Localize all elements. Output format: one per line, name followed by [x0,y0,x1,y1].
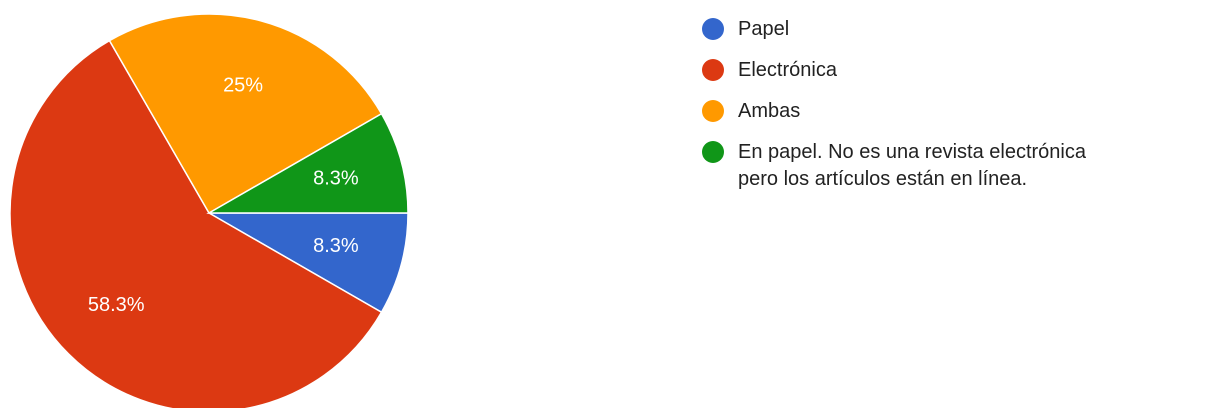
slice-label: 25% [223,74,263,96]
legend: Papel Electrónica Ambas En papel. No es una… [702,16,1122,207]
slice-label: 58.3% [88,294,145,316]
pie-slice [108,13,383,215]
legend-item: En papel. No es una revista electrónica … [702,139,1122,193]
legend-item: Ambas [702,98,1122,125]
legend-item: Electrónica [702,57,1122,84]
pie-slice [206,112,409,214]
legend-label: Electrónica [738,59,837,81]
legend-swatch [702,141,724,163]
legend-label: En papel. No es una revista electrónica … [738,141,1086,190]
legend-label: Papel [738,18,790,40]
pie-slice [9,39,383,408]
legend-swatch [702,18,724,40]
legend-item: Papel [702,16,1122,43]
slice-label: 8.3% [313,167,359,189]
legend-label: Ambas [738,100,801,122]
slice-label: 8.3% [313,235,359,257]
legend-swatch [702,100,724,122]
chart: 8.3% 58.3% 25% 8.3% [9,13,409,408]
pie-slice [206,212,409,314]
legend-swatch [702,59,724,81]
